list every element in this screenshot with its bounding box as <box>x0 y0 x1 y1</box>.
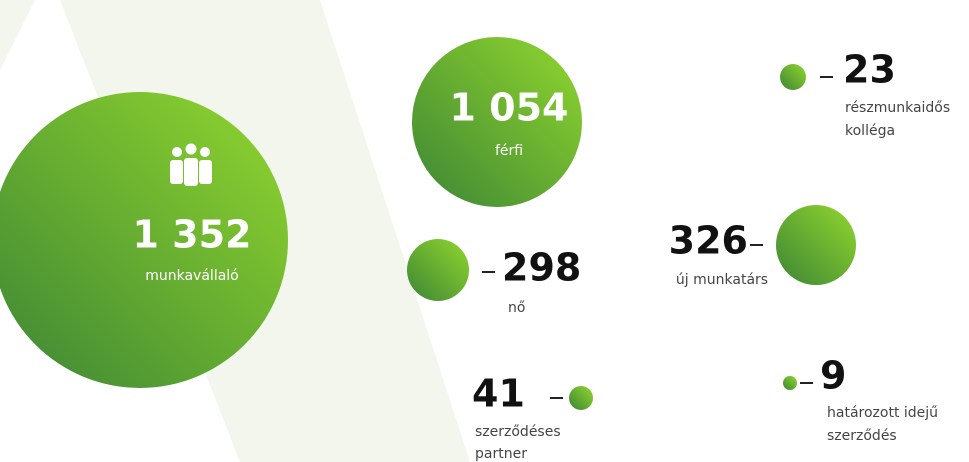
label: férfi <box>495 143 523 159</box>
bubble <box>412 37 582 207</box>
value: 1 352 <box>133 213 252 257</box>
value: 9 <box>820 354 846 398</box>
value: 41 <box>472 372 525 416</box>
people-icon <box>170 143 212 186</box>
value: 326 <box>669 219 748 263</box>
value: 1 054 <box>450 86 569 130</box>
label: szerződés <box>827 428 897 444</box>
value: 23 <box>843 48 896 92</box>
bubble <box>0 92 288 388</box>
label: szerződéses <box>475 424 561 440</box>
label: határozott idejű <box>827 405 938 421</box>
bubble <box>783 376 797 390</box>
label: részmunkaidős <box>845 100 950 116</box>
label: nő <box>508 300 525 316</box>
value: 298 <box>502 246 581 290</box>
bubble <box>569 386 593 410</box>
label: új munkatárs <box>676 272 768 288</box>
label: munkavállaló <box>145 268 239 284</box>
bubble <box>407 239 469 301</box>
label: kolléga <box>845 123 895 139</box>
background-shape <box>0 0 35 70</box>
label: partner <box>475 446 527 462</box>
bubble <box>780 64 806 90</box>
bubble <box>776 205 856 285</box>
